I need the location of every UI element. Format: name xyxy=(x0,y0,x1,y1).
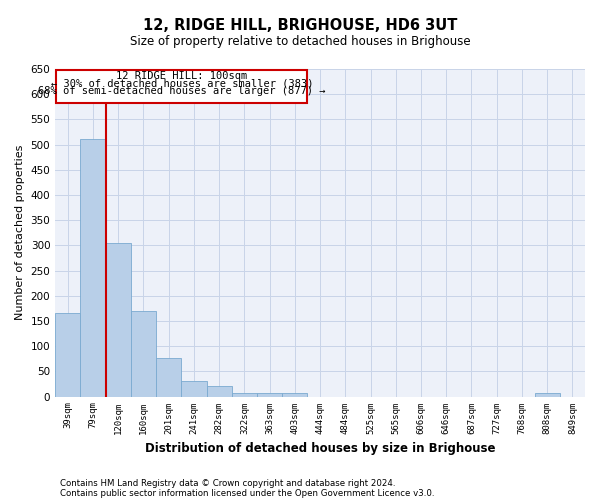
Text: 12, RIDGE HILL, BRIGHOUSE, HD6 3UT: 12, RIDGE HILL, BRIGHOUSE, HD6 3UT xyxy=(143,18,457,32)
Text: Size of property relative to detached houses in Brighouse: Size of property relative to detached ho… xyxy=(130,35,470,48)
Bar xyxy=(80,139,106,396)
Bar xyxy=(206,386,232,396)
X-axis label: Distribution of detached houses by size in Brighouse: Distribution of detached houses by size … xyxy=(145,442,496,455)
Text: 68% of semi-detached houses are larger (877) →: 68% of semi-detached houses are larger (… xyxy=(38,86,326,96)
Y-axis label: Number of detached properties: Number of detached properties xyxy=(15,145,25,320)
Bar xyxy=(131,311,156,396)
Bar xyxy=(282,392,307,396)
FancyBboxPatch shape xyxy=(56,70,307,103)
Bar xyxy=(106,244,131,396)
Bar xyxy=(257,392,282,396)
Text: 12 RIDGE HILL: 100sqm: 12 RIDGE HILL: 100sqm xyxy=(116,70,248,81)
Bar xyxy=(535,393,560,396)
Bar xyxy=(55,314,80,396)
Text: ← 30% of detached houses are smaller (383): ← 30% of detached houses are smaller (38… xyxy=(50,78,313,88)
Bar xyxy=(232,392,257,396)
Bar xyxy=(181,381,206,396)
Text: Contains public sector information licensed under the Open Government Licence v3: Contains public sector information licen… xyxy=(60,488,434,498)
Bar xyxy=(156,358,181,397)
Text: Contains HM Land Registry data © Crown copyright and database right 2024.: Contains HM Land Registry data © Crown c… xyxy=(60,478,395,488)
